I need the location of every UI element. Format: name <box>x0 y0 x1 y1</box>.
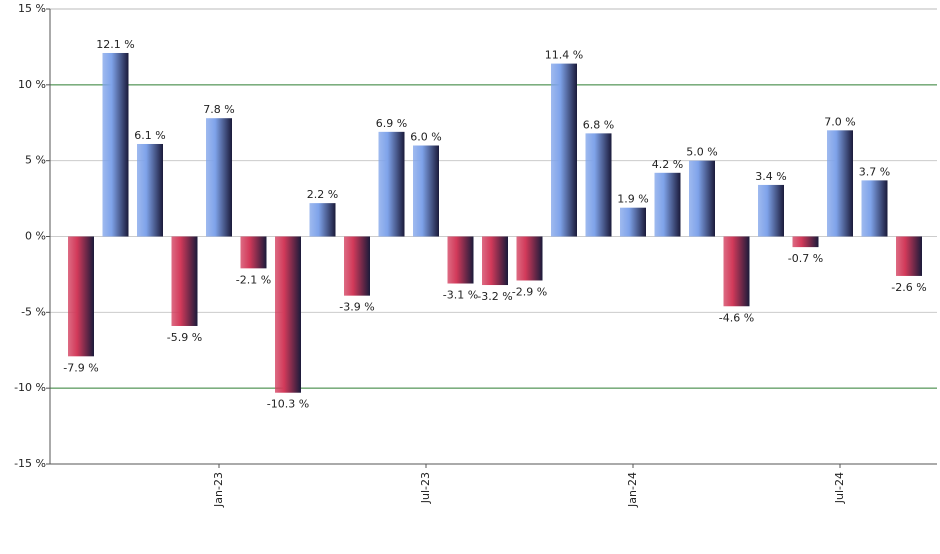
x-tick-label: Jan-24 <box>626 472 639 508</box>
value-label: -3.9 % <box>339 301 374 314</box>
x-tick-label: Jul-24 <box>833 472 846 504</box>
bar <box>620 207 646 237</box>
value-label: 7.0 % <box>824 115 855 128</box>
bar <box>102 52 129 237</box>
bar <box>344 236 370 296</box>
bar <box>758 184 784 237</box>
bar <box>447 236 474 284</box>
value-label: 4.2 % <box>652 158 683 171</box>
value-label: -3.1 % <box>443 289 478 302</box>
bar <box>206 118 232 237</box>
value-label: 12.1 % <box>96 38 134 51</box>
y-tick-label: -15 % <box>14 457 46 470</box>
x-tick-label: Jan-23 <box>212 472 225 508</box>
value-label: 6.8 % <box>583 118 614 131</box>
value-label: -2.9 % <box>512 285 547 298</box>
y-tick-label: -5 % <box>21 305 46 318</box>
y-tick-label: -10 % <box>14 381 46 394</box>
value-label: 6.9 % <box>376 117 407 130</box>
bar <box>689 160 715 237</box>
value-label: 11.4 % <box>545 49 583 62</box>
value-label: -7.9 % <box>63 361 98 374</box>
value-label: 7.8 % <box>203 103 234 116</box>
bar <box>482 236 508 286</box>
bar <box>516 236 543 281</box>
bar <box>654 172 681 237</box>
value-label: -2.1 % <box>236 273 271 286</box>
bar <box>585 133 612 237</box>
value-label: -3.2 % <box>477 290 512 303</box>
value-label: -10.3 % <box>267 398 309 411</box>
bar <box>309 203 336 237</box>
value-label: 5.0 % <box>686 146 717 159</box>
value-label: 1.9 % <box>617 193 648 206</box>
value-label: -2.6 % <box>891 281 926 294</box>
bar <box>171 236 198 326</box>
bar <box>378 131 405 237</box>
value-label: 6.1 % <box>134 129 165 142</box>
value-label: 3.7 % <box>859 165 890 178</box>
value-label: 2.2 % <box>307 188 338 201</box>
bar <box>240 236 267 269</box>
y-tick-label: 0 % <box>25 230 46 243</box>
bar <box>827 130 853 237</box>
bar <box>896 236 922 276</box>
bar <box>413 145 439 237</box>
y-tick-label: 10 % <box>18 78 46 91</box>
y-tick-label: 5 % <box>25 154 46 167</box>
bar <box>68 236 94 357</box>
x-tick-label: Jul-23 <box>419 472 432 504</box>
y-tick-label: 15 % <box>18 2 46 15</box>
bar <box>861 180 888 237</box>
value-label: -0.7 % <box>788 252 823 265</box>
value-label: -5.9 % <box>167 331 202 344</box>
value-label: 6.0 % <box>410 131 441 144</box>
bar <box>792 236 819 248</box>
bar <box>137 143 163 237</box>
value-label: 3.4 % <box>755 170 786 183</box>
bar <box>275 236 301 393</box>
value-label: -4.6 % <box>719 311 754 324</box>
bar <box>723 236 750 307</box>
bar <box>551 63 577 237</box>
